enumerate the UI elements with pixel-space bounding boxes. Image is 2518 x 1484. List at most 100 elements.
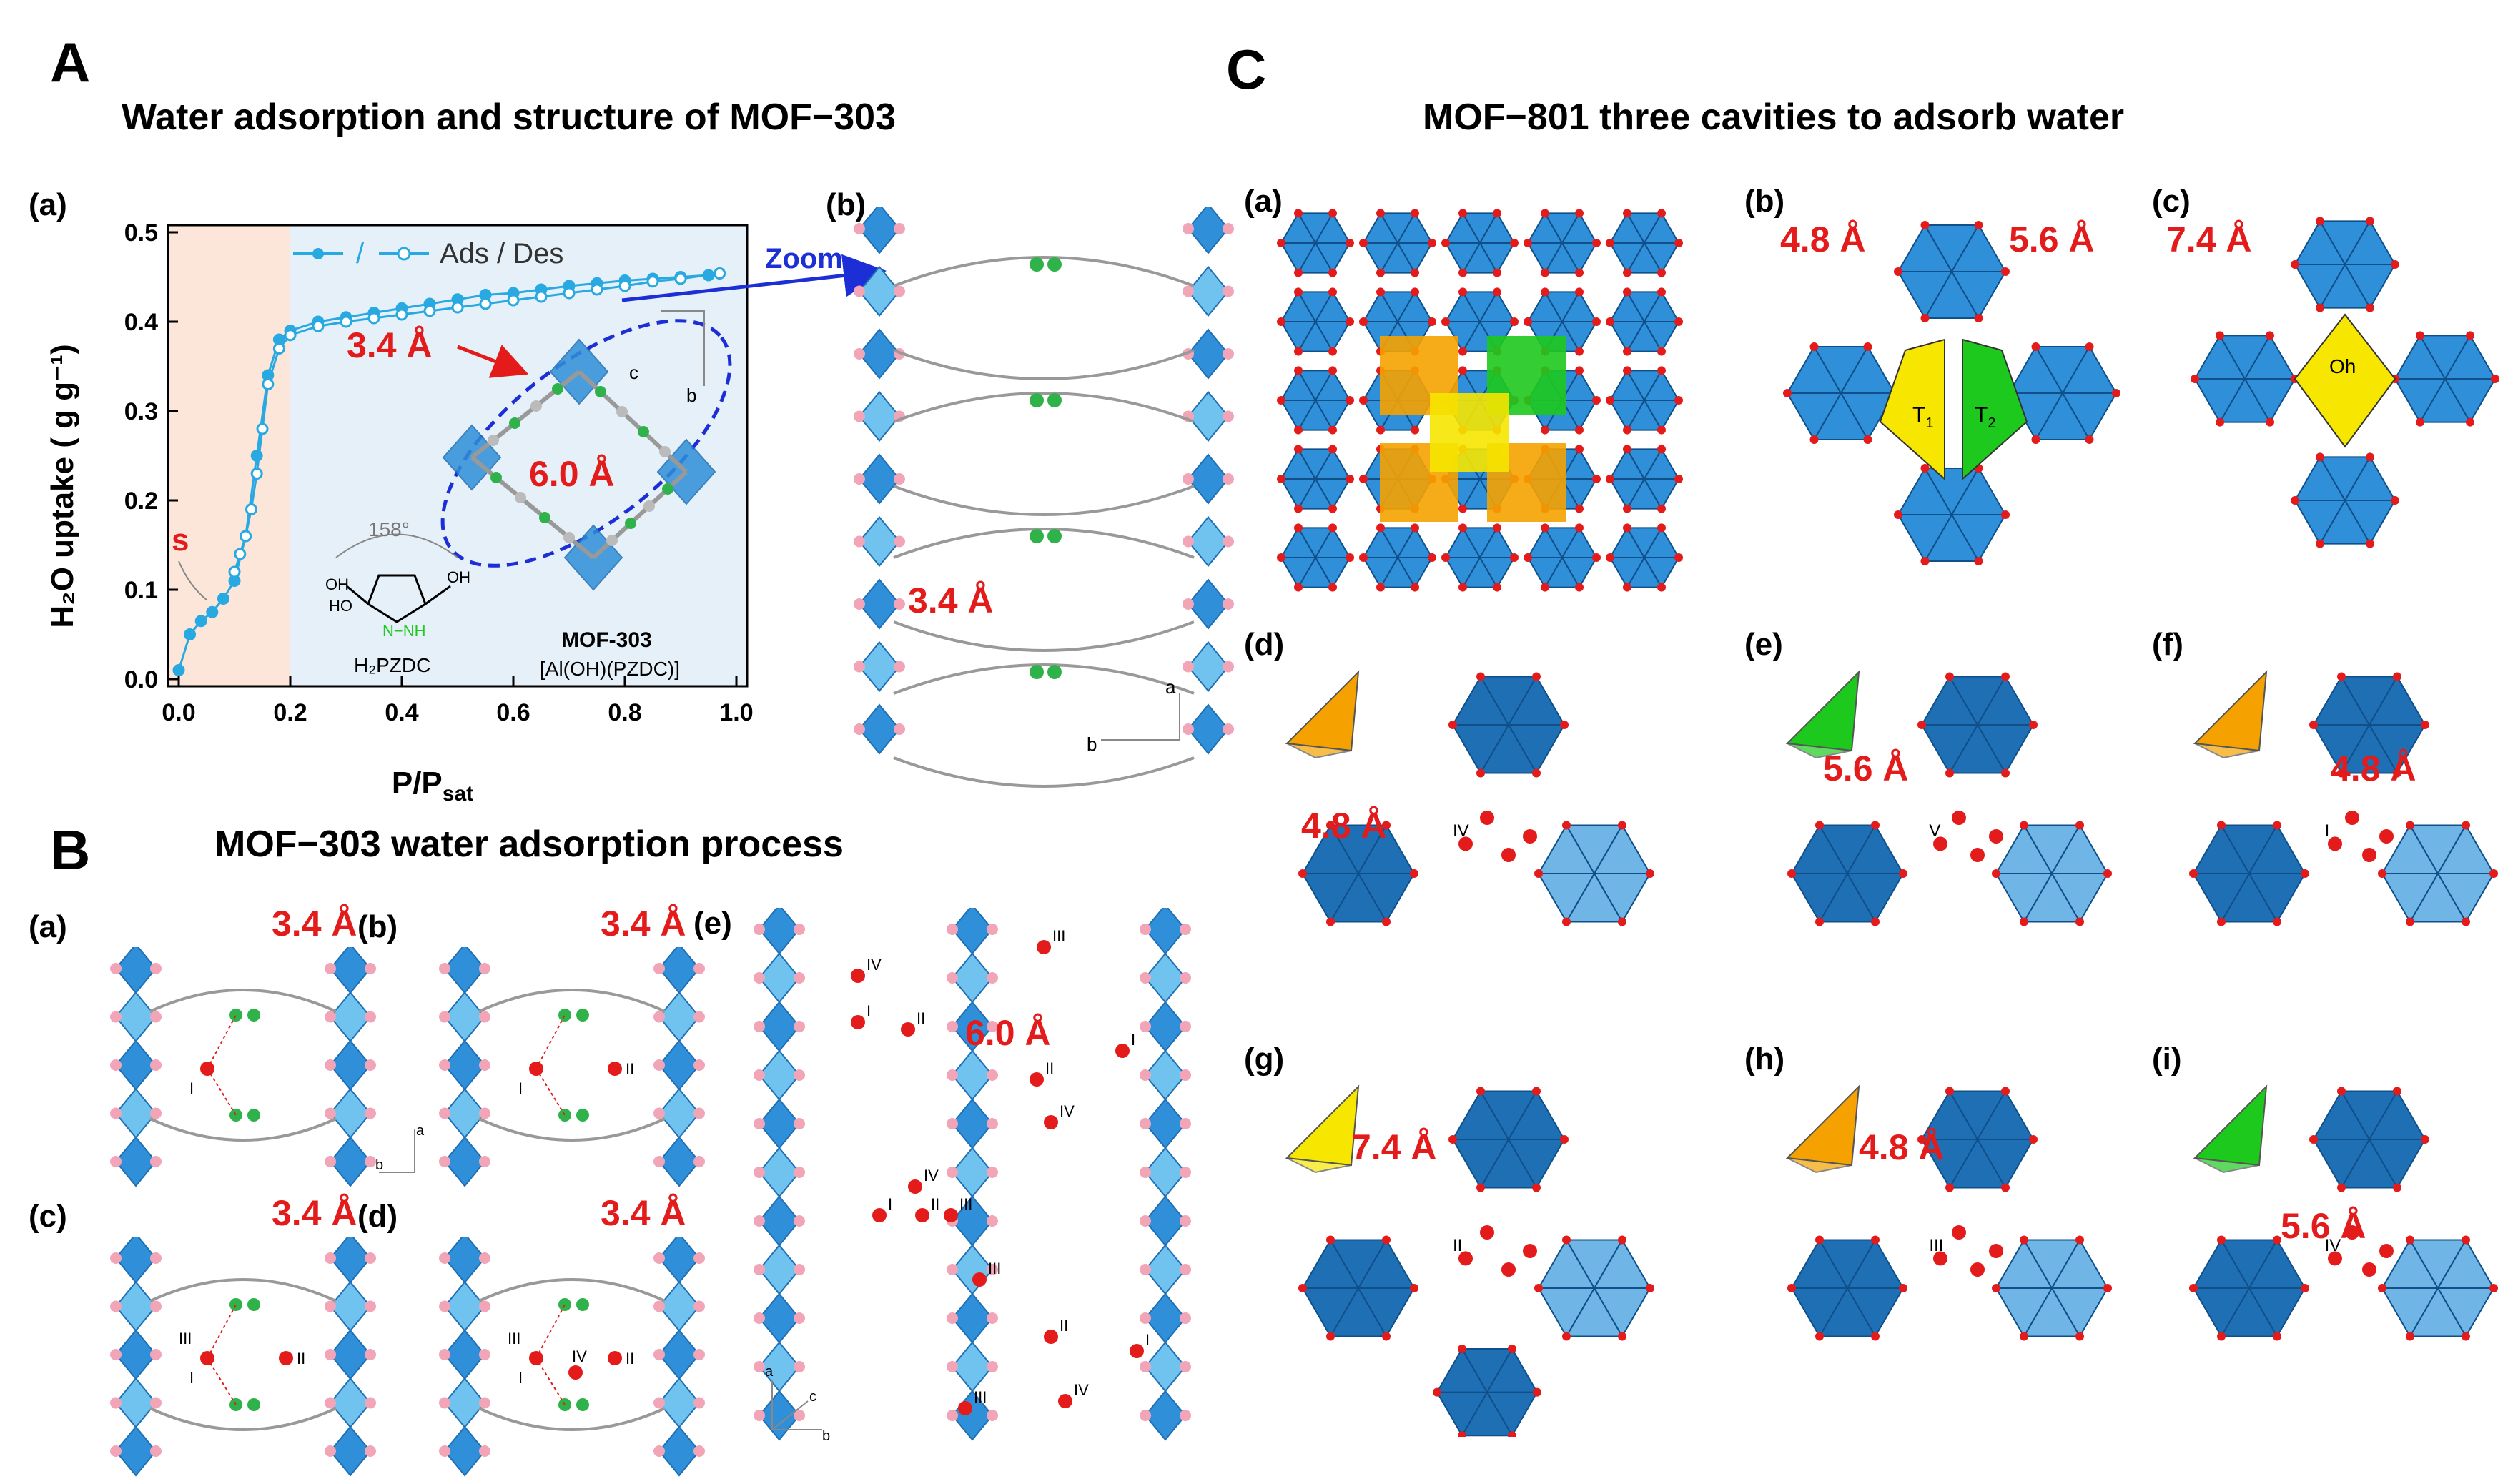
svg-text:/: / bbox=[356, 238, 365, 269]
pore-dist-b-d: 3.4 Å bbox=[601, 1193, 686, 1233]
mof303-zoom-structure: ab bbox=[854, 207, 1234, 788]
svg-text:a: a bbox=[1165, 676, 1176, 698]
panel-label-a-a: (a) bbox=[29, 187, 67, 222]
data-point-des bbox=[272, 342, 285, 355]
svg-text:b: b bbox=[1087, 733, 1097, 755]
svg-text:I: I bbox=[518, 1369, 523, 1387]
panel-label-b-d: (d) bbox=[357, 1199, 398, 1234]
svg-text:I: I bbox=[1131, 1031, 1135, 1049]
svg-text:IV: IV bbox=[1453, 821, 1469, 841]
data-point-des bbox=[240, 530, 252, 543]
svg-text:OH: OH bbox=[325, 575, 349, 593]
mof801-structure-a bbox=[1277, 209, 1683, 592]
panel-label-c-h: (h) bbox=[1744, 1042, 1785, 1077]
svg-text:Zoom: Zoom bbox=[765, 243, 843, 274]
svg-text:II: II bbox=[297, 1350, 305, 1367]
svg-text:II: II bbox=[1060, 1317, 1068, 1335]
data-point-des bbox=[479, 297, 492, 310]
oh-label: Oh bbox=[2329, 355, 2356, 377]
data-point-des bbox=[312, 320, 325, 332]
svg-text:III: III bbox=[1052, 927, 1065, 945]
svg-text:I: I bbox=[189, 1079, 194, 1097]
pore-label-60-channel: 6.0 Å bbox=[965, 1013, 1051, 1053]
panel-label-c-c: (c) bbox=[2152, 184, 2191, 219]
mof303-inset-structure bbox=[442, 338, 716, 591]
data-point-ads bbox=[206, 605, 219, 618]
data-point-des bbox=[618, 280, 631, 292]
svg-text:OH: OH bbox=[447, 568, 470, 586]
data-point-ads bbox=[172, 664, 185, 676]
data-point-des bbox=[591, 283, 603, 296]
x-tick-label: 0.2 bbox=[273, 699, 307, 726]
data-point-des bbox=[284, 329, 297, 342]
mof801-structure-i: IV bbox=[2189, 1084, 2498, 1341]
data-point-des bbox=[507, 294, 520, 307]
pore-dist-c-h-0: 4.8 Å bbox=[1859, 1127, 1945, 1167]
svg-text:I: I bbox=[189, 1369, 194, 1387]
panel-label-b-e: (e) bbox=[693, 906, 732, 941]
svg-text:II: II bbox=[917, 1009, 925, 1027]
axis-glyph-b: ab bbox=[375, 1123, 425, 1173]
x-tick-label: 0.0 bbox=[162, 699, 195, 726]
panel-label-b-c: (c) bbox=[29, 1199, 67, 1234]
panel-label-b-a: (a) bbox=[29, 909, 67, 944]
panel-label-c-f: (f) bbox=[2152, 627, 2183, 662]
section-a-title: Water adsorption and structure of MOF−30… bbox=[122, 97, 897, 138]
svg-text:IV: IV bbox=[1074, 1381, 1089, 1399]
panel-label-c-b: (b) bbox=[1744, 184, 1785, 219]
section-letter-a: A bbox=[50, 31, 91, 94]
x-axis-label: P/Psat bbox=[392, 766, 473, 801]
s-label: s bbox=[172, 523, 189, 558]
data-point-ads bbox=[217, 593, 229, 605]
svg-text:IV: IV bbox=[924, 1167, 939, 1184]
svg-text:HO: HO bbox=[329, 597, 352, 615]
svg-text:I: I bbox=[1145, 1331, 1150, 1349]
data-point-des bbox=[256, 422, 269, 435]
panel-label-b-b: (b) bbox=[357, 909, 398, 944]
pore-dist-c-b-0: 4.8 Å bbox=[1780, 219, 1866, 259]
mof801-structure-g: II bbox=[1285, 1084, 1654, 1437]
y-tick-label: 0.5 bbox=[124, 219, 158, 247]
data-point-des bbox=[646, 275, 659, 288]
svg-text:II: II bbox=[1045, 1059, 1054, 1077]
zoom-arrow: Zoom bbox=[621, 243, 887, 302]
panel-label-c-d: (d) bbox=[1244, 627, 1285, 662]
data-point-des bbox=[423, 305, 436, 317]
svg-text:I: I bbox=[888, 1195, 892, 1213]
mof801-structure-f: I bbox=[2189, 670, 2498, 926]
svg-text:III: III bbox=[179, 1330, 192, 1347]
data-point-des bbox=[245, 503, 257, 515]
svg-text:a: a bbox=[765, 1364, 774, 1380]
svg-text:a: a bbox=[416, 1123, 425, 1139]
svg-text:II: II bbox=[1453, 1236, 1462, 1255]
data-point-des bbox=[262, 378, 275, 390]
svg-text:IV: IV bbox=[1060, 1102, 1075, 1120]
panel-label-c-g: (g) bbox=[1244, 1042, 1285, 1077]
section-c-title: MOF−801 three cavities to adsorb water bbox=[1423, 97, 2125, 138]
data-point-des bbox=[451, 301, 464, 314]
data-point-des bbox=[563, 287, 576, 300]
svg-text:III: III bbox=[959, 1195, 972, 1213]
svg-text:158°: 158° bbox=[368, 518, 410, 540]
pore-dist-c-c-0: 7.4 Å bbox=[2166, 219, 2252, 259]
svg-text:III: III bbox=[974, 1388, 987, 1406]
mof-name: MOF-303 bbox=[561, 628, 652, 652]
data-point-ads bbox=[194, 615, 207, 628]
svg-text:I: I bbox=[518, 1079, 523, 1097]
svg-text:c: c bbox=[809, 1389, 816, 1405]
y-tick-label: 0.3 bbox=[124, 398, 158, 425]
mof801-structure-c: Oh bbox=[2191, 217, 2499, 548]
pore-label-60: 6.0 Å bbox=[529, 454, 615, 494]
linker-name: H₂PZDC bbox=[354, 654, 430, 676]
panel-label-c-e: (e) bbox=[1744, 627, 1783, 662]
mof801-structure-b: T1 T2 bbox=[1783, 221, 2120, 565]
svg-text:II: II bbox=[626, 1060, 634, 1078]
water-process-structure-a: I bbox=[110, 947, 376, 1187]
svg-text:III: III bbox=[988, 1260, 1001, 1277]
pore-dist-c-g-0: 7.4 Å bbox=[1351, 1127, 1437, 1167]
panel-label-c-a: (a) bbox=[1244, 184, 1283, 219]
chart-region-bg bbox=[168, 225, 290, 686]
svg-text:I: I bbox=[2325, 821, 2330, 841]
svg-text:IV: IV bbox=[572, 1347, 587, 1365]
